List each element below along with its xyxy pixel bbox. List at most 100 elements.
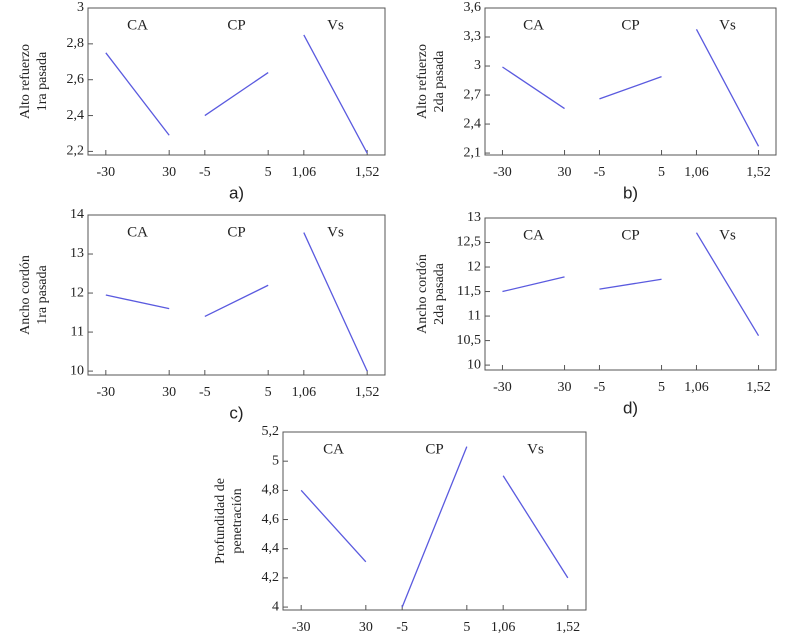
x-tick-label: -30 [96, 165, 115, 180]
series-line [303, 232, 368, 372]
x-tick-label: 1,52 [355, 165, 380, 180]
y-tick-label: 3,3 [464, 29, 482, 44]
series-line [695, 28, 760, 147]
x-tick-label: -5 [594, 380, 606, 395]
x-tick-label: -30 [292, 620, 311, 635]
y-axis-label: penetración [230, 488, 245, 553]
series-line [401, 446, 468, 608]
x-tick-label: 1,52 [746, 165, 771, 180]
group-label: CA [127, 17, 148, 33]
y-tick-label: 4 [272, 599, 279, 614]
y-tick-label: 2,1 [464, 145, 482, 160]
y-tick-label: 4,4 [262, 541, 280, 556]
group-label: Vs [327, 17, 344, 33]
x-tick-label: 30 [162, 385, 176, 400]
x-tick-label: 1,06 [684, 380, 709, 395]
series-line [204, 284, 269, 318]
x-tick-label: -5 [199, 385, 211, 400]
y-tick-label: 3 [474, 58, 481, 73]
x-tick-label: 1,06 [292, 385, 317, 400]
y-tick-label: 12 [467, 259, 481, 274]
y-tick-label: 2,7 [464, 87, 482, 102]
x-tick-label: 30 [359, 620, 373, 635]
x-tick-label: 5 [658, 380, 665, 395]
panel-caption: c) [229, 403, 243, 422]
x-tick-label: 1,06 [491, 620, 516, 635]
x-tick-label: 1,06 [292, 165, 317, 180]
group-label: CP [425, 441, 443, 457]
y-axis-label: Profundidad de [213, 478, 228, 564]
series-line [502, 66, 565, 110]
series-line [105, 52, 170, 136]
y-tick-label: 3 [77, 0, 84, 15]
x-tick-label: -5 [594, 165, 606, 180]
x-tick-label: 1,06 [684, 165, 709, 180]
x-tick-label: 30 [162, 165, 176, 180]
x-tick-label: 1,52 [355, 385, 380, 400]
series-line [599, 278, 662, 290]
y-axis-label: Alto refuerzo [18, 44, 33, 119]
series-line [204, 71, 269, 117]
y-tick-label: 3,6 [464, 0, 482, 15]
plot-frame [87, 214, 386, 376]
group-label: CA [323, 441, 344, 457]
y-tick-label: 11,5 [457, 284, 481, 299]
x-tick-label: 5 [463, 620, 470, 635]
plot-frame [87, 7, 386, 156]
y-axis-label: Alto refuerzo [415, 44, 430, 119]
panel-caption: d) [623, 398, 638, 417]
group-label: CP [621, 227, 639, 243]
x-tick-label: 30 [558, 380, 572, 395]
y-tick-label: 2,2 [67, 144, 85, 159]
y-axis-label: Ancho cordón [415, 254, 430, 334]
y-tick-label: 12 [70, 285, 84, 300]
series-line [502, 475, 569, 579]
y-tick-label: 12,5 [457, 235, 482, 250]
y-tick-label: 5 [272, 453, 279, 468]
x-tick-label: 5 [265, 385, 272, 400]
group-label: Vs [719, 17, 736, 33]
group-label: CA [127, 224, 148, 240]
series-line [105, 294, 170, 310]
y-tick-label: 10,5 [457, 333, 482, 348]
y-tick-label: 5,2 [262, 424, 280, 439]
group-label: Vs [719, 227, 736, 243]
y-tick-label: 4,6 [262, 512, 280, 527]
y-tick-label: 13 [70, 246, 84, 261]
y-tick-label: 10 [70, 363, 84, 378]
panel-caption: a) [229, 183, 244, 202]
x-tick-label: 1,52 [556, 620, 581, 635]
x-tick-label: -30 [96, 385, 115, 400]
x-tick-label: 5 [658, 165, 665, 180]
x-tick-label: 5 [265, 165, 272, 180]
plot-frame [484, 217, 777, 371]
y-tick-label: 14 [70, 207, 84, 222]
y-tick-label: 10 [467, 357, 481, 372]
series-line [502, 276, 565, 293]
series-line [599, 76, 662, 100]
plot-frame [484, 7, 777, 156]
y-tick-label: 13 [467, 210, 481, 225]
y-axis-label: 1ra pasada [35, 51, 50, 111]
y-tick-label: 11 [71, 324, 84, 339]
x-tick-label: -5 [199, 165, 211, 180]
y-tick-label: 2,4 [67, 108, 85, 123]
y-tick-label: 11 [468, 308, 481, 323]
series-line [300, 489, 367, 563]
y-tick-label: 2,8 [67, 36, 85, 51]
plot-frame [282, 431, 587, 611]
group-label: Vs [327, 224, 344, 240]
group-label: CP [621, 17, 639, 33]
y-tick-label: 2,6 [67, 72, 85, 87]
x-tick-label: -5 [396, 620, 408, 635]
y-axis-label: 1ra pasada [35, 264, 50, 324]
y-tick-label: 4,8 [262, 483, 280, 498]
y-tick-label: 4,2 [262, 570, 280, 585]
x-tick-label: 1,52 [746, 380, 771, 395]
series-line [695, 232, 760, 337]
series-line [303, 34, 368, 154]
y-tick-label: 2,4 [464, 116, 482, 131]
x-tick-label: -30 [493, 165, 512, 180]
